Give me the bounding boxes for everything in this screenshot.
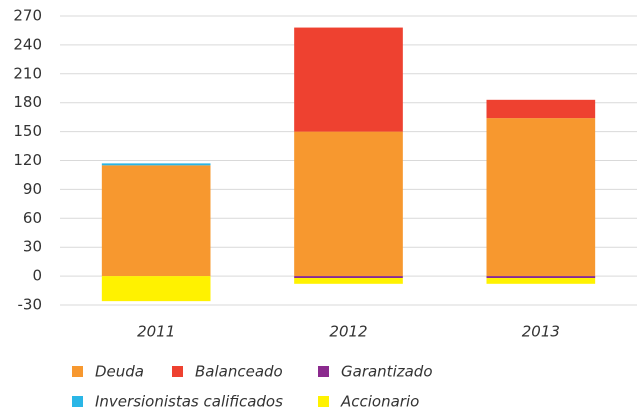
y-tick-label: 30 (23, 238, 42, 256)
x-tick-label: 2012 (329, 323, 367, 341)
legend-swatch (318, 366, 329, 377)
legend-swatch (72, 396, 83, 407)
legend-label: Garantizado (341, 363, 433, 381)
bar-segment (486, 278, 596, 284)
legend-swatch (72, 366, 83, 377)
y-tick-label: 150 (13, 122, 42, 140)
legend-label: Accionario (340, 393, 419, 411)
bar-segment (486, 276, 596, 279)
legend-swatch (318, 396, 329, 407)
y-tick-label: -30 (18, 296, 43, 314)
bar-segment (101, 165, 211, 277)
bar-segment (101, 163, 211, 166)
x-tick-label: 2013 (522, 323, 560, 341)
y-tick-label: 90 (23, 180, 42, 198)
legend-label: Deuda (95, 363, 144, 381)
x-tick-label: 2011 (137, 323, 175, 341)
y-tick-label: 180 (13, 93, 42, 111)
legend-label: Balanceado (195, 363, 283, 381)
bar-segment (294, 131, 403, 277)
legend-label: Inversionistas calificados (95, 393, 283, 411)
bar-segment (486, 118, 596, 277)
bar-segment (486, 99, 596, 119)
y-tick-label: 240 (13, 35, 42, 53)
y-tick-label: 270 (13, 7, 42, 25)
y-tick-label: 120 (13, 151, 42, 169)
y-tick-label: 0 (32, 267, 42, 285)
bar-segment (294, 278, 403, 284)
bar-segment (294, 27, 403, 132)
bar-segment (294, 276, 403, 279)
legend-swatch (172, 366, 183, 377)
bar-segment (101, 276, 211, 302)
y-tick-label: 60 (23, 209, 42, 227)
y-tick-label: 210 (13, 64, 42, 82)
